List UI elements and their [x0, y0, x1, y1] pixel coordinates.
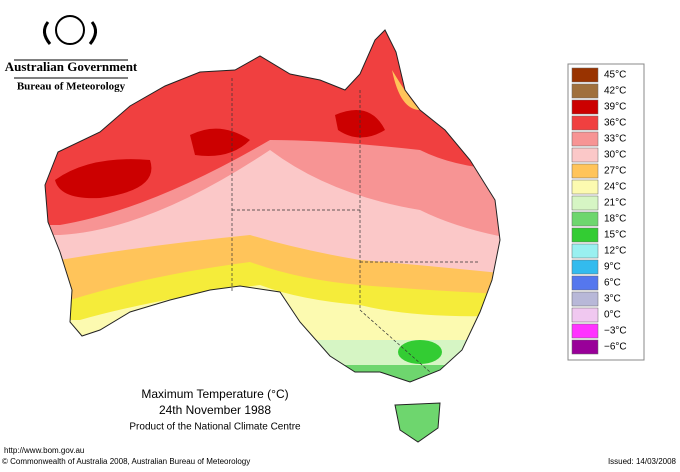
legend-label: 30°C: [604, 150, 626, 161]
legend-swatch: [571, 195, 599, 211]
logo: [14, 15, 128, 79]
legend-label: 9°C: [604, 262, 621, 273]
legend-swatch: [571, 147, 599, 163]
legend-swatch: [571, 115, 599, 131]
government: Australian Government: [5, 59, 138, 74]
legend-swatch: [571, 275, 599, 291]
legend-label: 36°C: [604, 118, 626, 129]
legend-label: 42°C: [604, 86, 626, 97]
coastline: [44, 29, 501, 443]
map-title: Maximum Temperature (°C): [141, 387, 288, 401]
legend-label: −6°C: [604, 342, 627, 353]
legend-swatch: [571, 291, 599, 307]
legend-swatch: [571, 211, 599, 227]
copyright: © Commonwealth of Australia 2008, Austra…: [2, 457, 250, 466]
legend-swatch: [571, 179, 599, 195]
legend-swatch: [571, 323, 599, 339]
legend-swatch: [571, 99, 599, 115]
legend-label: 27°C: [604, 166, 626, 177]
legend-label: 39°C: [604, 102, 626, 113]
issued: Issued: 14/03/2008: [608, 457, 677, 466]
legend-label: 12°C: [604, 246, 626, 257]
legend: 45°C 42°C 39°C 36°C 33°C 30°C 27°C 24°C 21°C 18°C…: [567, 63, 645, 361]
legend-swatch: [571, 339, 599, 355]
legend-swatch: [571, 243, 599, 259]
legend-swatch: [571, 227, 599, 243]
url: http://www.bom.gov.au: [4, 446, 84, 455]
legend-label: 24°C: [604, 182, 626, 193]
state-borders: [231, 78, 480, 373]
legend-swatch: [571, 163, 599, 179]
legend-label: 3°C: [604, 294, 621, 305]
legend-swatch: [571, 259, 599, 275]
legend-swatch: [571, 67, 599, 83]
legend-label: 21°C: [604, 198, 626, 209]
legend-swatch: [571, 83, 599, 99]
legend-label: 0°C: [604, 310, 621, 321]
legend-label: −3°C: [604, 326, 627, 337]
legend-label: 15°C: [604, 230, 626, 241]
legend-label: 6°C: [604, 278, 621, 289]
legend-label: 33°C: [604, 134, 626, 145]
map-date: 24th November 1988: [159, 403, 271, 417]
legend-swatch: [571, 131, 599, 147]
bureau: Bureau of Meteorology: [17, 81, 126, 93]
legend-swatch: [571, 307, 599, 323]
legend-label: 45°C: [604, 70, 626, 81]
legend-label: 18°C: [604, 214, 626, 225]
map-product: Product of the National Climate Centre: [129, 422, 301, 433]
